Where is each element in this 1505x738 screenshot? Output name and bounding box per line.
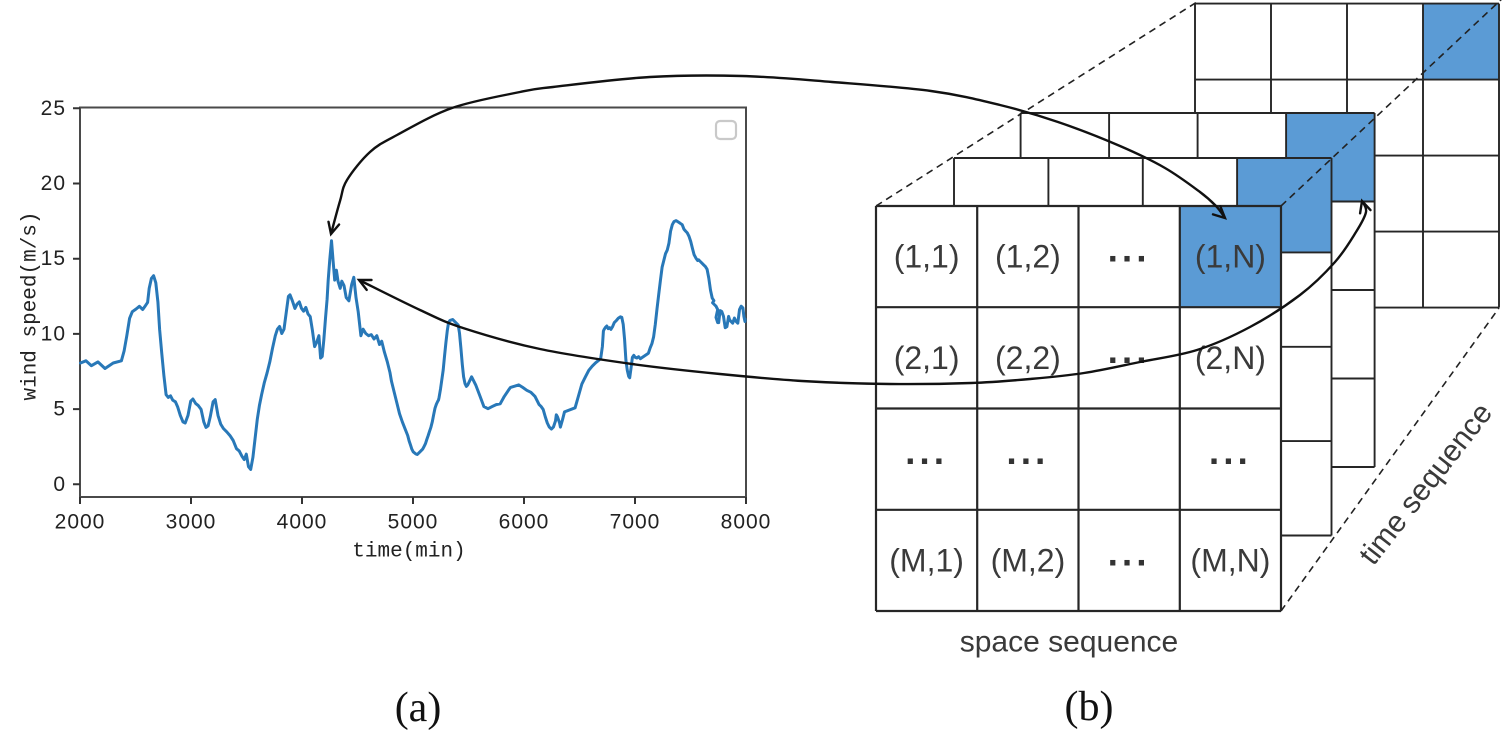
svg-text:10: 10 (41, 322, 66, 345)
svg-text:(2,2): (2,2) (995, 340, 1061, 376)
svg-text:(1,1): (1,1) (894, 239, 960, 275)
svg-text:(a): (a) (395, 685, 442, 731)
svg-text:5: 5 (53, 398, 66, 421)
svg-text:···: ··· (1108, 238, 1151, 279)
svg-text:···: ··· (1108, 542, 1151, 583)
svg-text:8000: 8000 (721, 511, 772, 534)
svg-text:(M,N): (M,N) (1190, 542, 1270, 578)
svg-text:wind speed(m/s): wind speed(m/s) (20, 211, 43, 400)
svg-text:(b): (b) (1065, 684, 1114, 730)
svg-text:25: 25 (41, 97, 66, 120)
svg-text:···: ··· (1209, 441, 1252, 482)
svg-text:15: 15 (41, 247, 66, 270)
svg-text:···: ··· (1006, 441, 1049, 482)
svg-text:(1,2): (1,2) (995, 239, 1061, 275)
svg-text:space sequence: space sequence (960, 626, 1179, 659)
svg-text:(1,N): (1,N) (1195, 239, 1266, 275)
svg-text:20: 20 (41, 172, 66, 195)
svg-text:···: ··· (1108, 339, 1151, 380)
svg-text:7000: 7000 (610, 511, 661, 534)
svg-text:6000: 6000 (499, 511, 550, 534)
svg-text:···: ··· (905, 441, 948, 482)
svg-text:2000: 2000 (55, 511, 106, 534)
svg-text:4000: 4000 (277, 511, 328, 534)
svg-text:(M,1): (M,1) (889, 542, 964, 578)
svg-text:5000: 5000 (388, 511, 439, 534)
svg-text:time(min): time(min) (352, 541, 465, 564)
svg-text:(2,N): (2,N) (1195, 340, 1266, 376)
svg-text:3000: 3000 (166, 511, 217, 534)
svg-text:0: 0 (53, 473, 66, 496)
svg-text:(M,2): (M,2) (991, 542, 1066, 578)
svg-text:(2,1): (2,1) (894, 340, 960, 376)
